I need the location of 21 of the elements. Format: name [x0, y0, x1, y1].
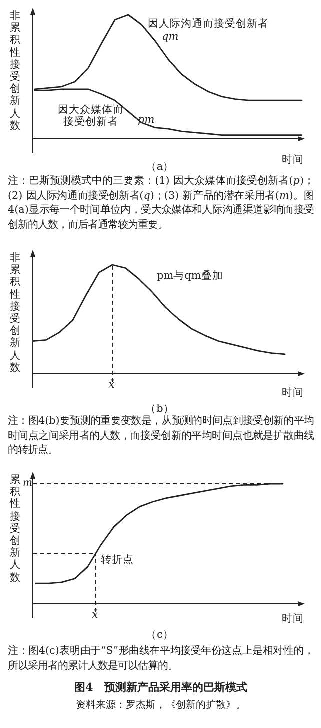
text: （b）	[146, 402, 174, 415]
text: 因大众媒体而接受创新者 pm	[58, 104, 155, 128]
text: 累积性接受创新人数	[10, 474, 21, 584]
text: （c）	[146, 628, 174, 642]
ref-line-label: m	[23, 478, 32, 489]
text: 注：图4(b)要预测的重要变数是，从预测的时间点到接受创新的平均时间点之间采用者的人数，而接受创新的平均时间点也就是扩散曲线的转折点。	[8, 414, 314, 458]
annotation: 转折点	[100, 552, 134, 567]
x-axis-title: 时间	[282, 612, 304, 626]
series-label: pm与qm叠加	[157, 270, 224, 283]
text: 注：图4(c)表明由于“S”形曲线在平均接受年份这点上是相对性的，所以采用者的累计人数是可以估算的。	[8, 644, 314, 674]
text: x̄	[92, 608, 98, 621]
text: 非累积性接受创新人数	[10, 252, 21, 374]
text: 注：巴斯预测模式中的三要素：(1) 因大众媒体而接受创新者(p)；(2) 因人际沟通而接受创新者(q)；(3) 新产品的潜在采用者(m)。图4(a)显示每一个时间单位内，受大众媒体和人际沟通渠道影响而接受创新的人数，而后者通常较为重要。	[8, 175, 314, 231]
text: 非累积性接受创新人数	[10, 10, 21, 132]
x-axis-title: 时间	[282, 386, 304, 400]
series-label: 因人际沟通而接受创新者 qm	[148, 18, 269, 43]
text: x̄	[108, 378, 115, 391]
text: （a）	[146, 160, 174, 174]
x-axis-title: 时间	[282, 153, 304, 167]
text: 资料来源：罗杰斯，《创新的扩散》。	[75, 699, 247, 713]
caption: 图4 预测新产品采用率的巴斯模式	[74, 681, 248, 696]
